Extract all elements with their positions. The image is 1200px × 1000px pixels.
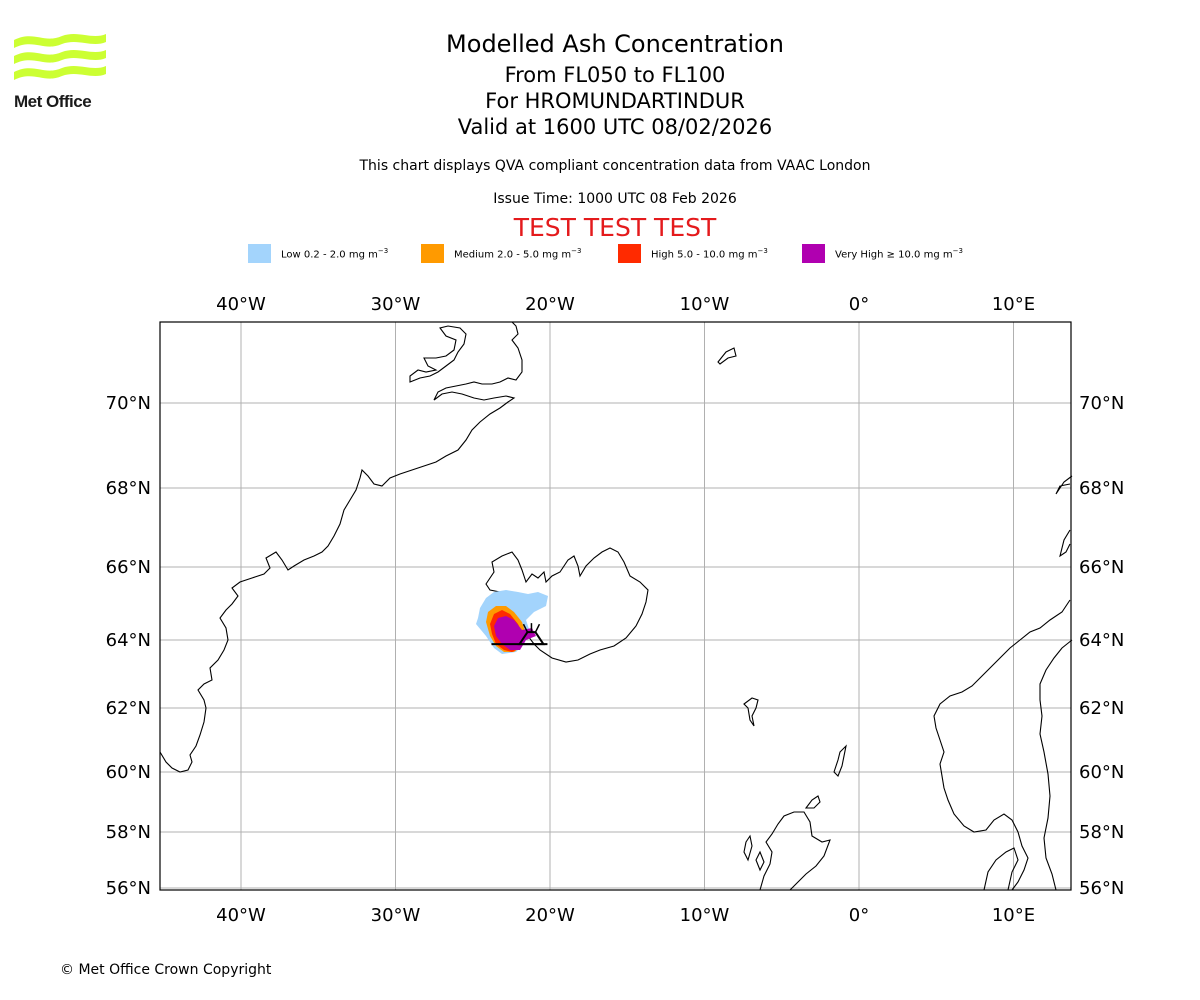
chart-description: This chart displays QVA compliant concen… (359, 158, 871, 174)
lon-label-bottom: 40°W (216, 905, 266, 926)
met-office-logo-icon (14, 34, 106, 80)
coastline-greenland (159, 321, 523, 773)
legend-swatch-very-high (802, 244, 825, 263)
legend-label-medium: Medium 2.0 - 5.0 mg m−3 (454, 246, 582, 261)
volcano-name: For HROMUNDARTINDUR (485, 89, 745, 113)
legend-item-very-high: Very High ≥ 10.0 mg m−3 (802, 244, 963, 263)
lat-label-right: 62°N (1079, 698, 1124, 719)
lon-label-bottom: 0° (849, 905, 869, 926)
legend-item-low: Low 0.2 - 2.0 mg m−3 (248, 244, 388, 263)
axis-labels: 40°W 40°W 30°W 30°W 20°W 20°W 10°W 10°W 0° 0° 10°E… (106, 294, 1125, 926)
lat-label-right: 66°N (1079, 557, 1124, 578)
legend-item-medium: Medium 2.0 - 5.0 mg m−3 (421, 244, 581, 263)
valid-time: Valid at 1600 UTC 08/02/2026 (457, 115, 773, 139)
lat-label-left: 58°N (106, 822, 151, 843)
issue-time: Issue Time: 1000 UTC 08 Feb 2026 (493, 191, 737, 207)
lat-label-right: 70°N (1079, 393, 1124, 414)
lat-label-right: 64°N (1079, 630, 1124, 651)
lon-label-bottom: 10°E (992, 905, 1035, 926)
lon-label-top: 40°W (216, 294, 266, 315)
lon-label-top: 30°W (371, 294, 421, 315)
legend-swatch-low (248, 244, 271, 263)
chart-title: Modelled Ash Concentration (446, 30, 784, 58)
volcano-marker-icon (491, 623, 548, 646)
copyright: © Met Office Crown Copyright (60, 962, 272, 978)
legend-swatch-medium (421, 244, 444, 263)
lon-label-bottom: 10°W (680, 905, 730, 926)
lat-label-right: 56°N (1079, 878, 1124, 899)
lon-label-top: 10°E (992, 294, 1035, 315)
lat-label-left: 62°N (106, 698, 151, 719)
lon-label-top: 0° (849, 294, 869, 315)
lon-label-top: 20°W (525, 294, 575, 315)
lat-label-left: 66°N (106, 557, 151, 578)
legend-label-very-high: Very High ≥ 10.0 mg m−3 (835, 246, 963, 261)
coastline-hebrides (743, 834, 765, 872)
volcano-plume-lines (522, 623, 541, 633)
legend-swatch-high (618, 244, 641, 263)
coastline-jan-mayen (717, 347, 737, 365)
test-banner: TEST TEST TEST (513, 213, 717, 242)
lat-label-right: 68°N (1079, 478, 1124, 499)
graticule (160, 322, 1071, 890)
coastline-orkney (804, 795, 821, 809)
coastline-faroe (743, 697, 759, 727)
lat-label-right: 58°N (1079, 822, 1124, 843)
lat-label-left: 70°N (106, 393, 151, 414)
lat-label-left: 64°N (106, 630, 151, 651)
flight-level-range: From FL050 to FL100 (504, 63, 726, 87)
coastline-shetland (833, 744, 847, 777)
lon-label-bottom: 20°W (525, 905, 575, 926)
lon-label-bottom: 30°W (371, 905, 421, 926)
coastline-greenland-fjord (409, 325, 467, 383)
legend-label-low: Low 0.2 - 2.0 mg m−3 (281, 246, 389, 261)
met-office-logo-text: Met Office (14, 92, 92, 111)
lat-label-left: 56°N (106, 878, 151, 899)
lat-label-left: 60°N (106, 762, 151, 783)
lat-label-left: 68°N (106, 478, 151, 499)
coastlines (159, 321, 1073, 891)
legend-item-high: High 5.0 - 10.0 mg m−3 (618, 244, 768, 263)
lon-label-top: 10°W (680, 294, 730, 315)
map-frame (159, 321, 1072, 891)
ash-very-high-area (494, 616, 536, 650)
coastline-norway (933, 475, 1073, 891)
lat-label-right: 60°N (1079, 762, 1124, 783)
ash-plume (476, 590, 548, 654)
coastline-sweden-edge (983, 847, 1019, 891)
legend-label-high: High 5.0 - 10.0 mg m−3 (651, 246, 768, 261)
coastline-scotland (759, 811, 831, 891)
